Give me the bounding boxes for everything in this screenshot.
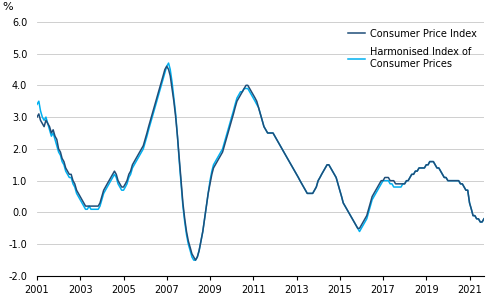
Line: Consumer Price Index: Consumer Price Index [37,66,484,260]
Y-axis label: %: % [2,2,13,11]
Legend: Consumer Price Index, Harmonised Index of
Consumer Prices: Consumer Price Index, Harmonised Index o… [346,27,479,71]
Line: Harmonised Index of
Consumer Prices: Harmonised Index of Consumer Prices [37,63,484,260]
